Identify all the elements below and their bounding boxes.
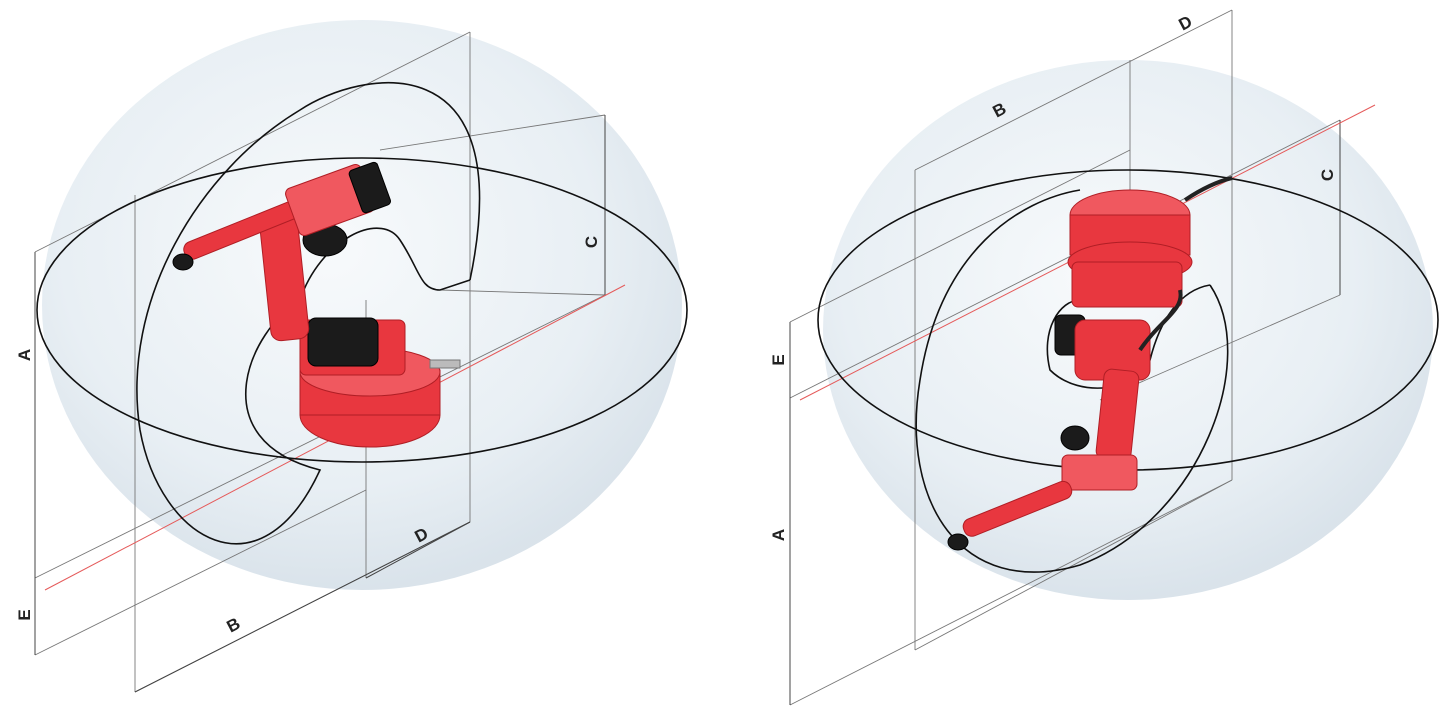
left-horizontal-envelope bbox=[36, 157, 688, 463]
left-vertical-envelope bbox=[136, 82, 481, 545]
svg-text:A: A bbox=[769, 529, 788, 541]
svg-text:C: C bbox=[582, 236, 601, 248]
svg-text:A: A bbox=[15, 349, 34, 361]
left-dimension-guides bbox=[34, 31, 606, 693]
right-label-e: E bbox=[769, 354, 788, 365]
left-inner-cutout bbox=[299, 227, 471, 301]
left-label-e: E bbox=[15, 609, 34, 620]
right-label-d: D bbox=[1176, 12, 1196, 35]
left-robot-arm bbox=[172, 161, 461, 448]
left-work-envelope-sphere bbox=[42, 20, 682, 590]
right-dimension-guides bbox=[789, 9, 1341, 706]
svg-text:E: E bbox=[15, 609, 34, 620]
svg-text:C: C bbox=[1318, 169, 1337, 181]
svg-text:E: E bbox=[769, 354, 788, 365]
svg-text:B: B bbox=[224, 614, 244, 637]
left-label-c: C bbox=[582, 236, 601, 248]
right-robot-arm bbox=[947, 176, 1233, 551]
left-label-a: A bbox=[15, 349, 34, 361]
right-label-c: C bbox=[1318, 169, 1337, 181]
left-workspace-diagram: A B C D E bbox=[15, 20, 688, 693]
left-label-b: B bbox=[224, 614, 244, 637]
right-label-a: A bbox=[769, 529, 788, 541]
svg-text:D: D bbox=[1176, 12, 1196, 35]
right-workspace-diagram: A B C D E bbox=[769, 9, 1439, 706]
